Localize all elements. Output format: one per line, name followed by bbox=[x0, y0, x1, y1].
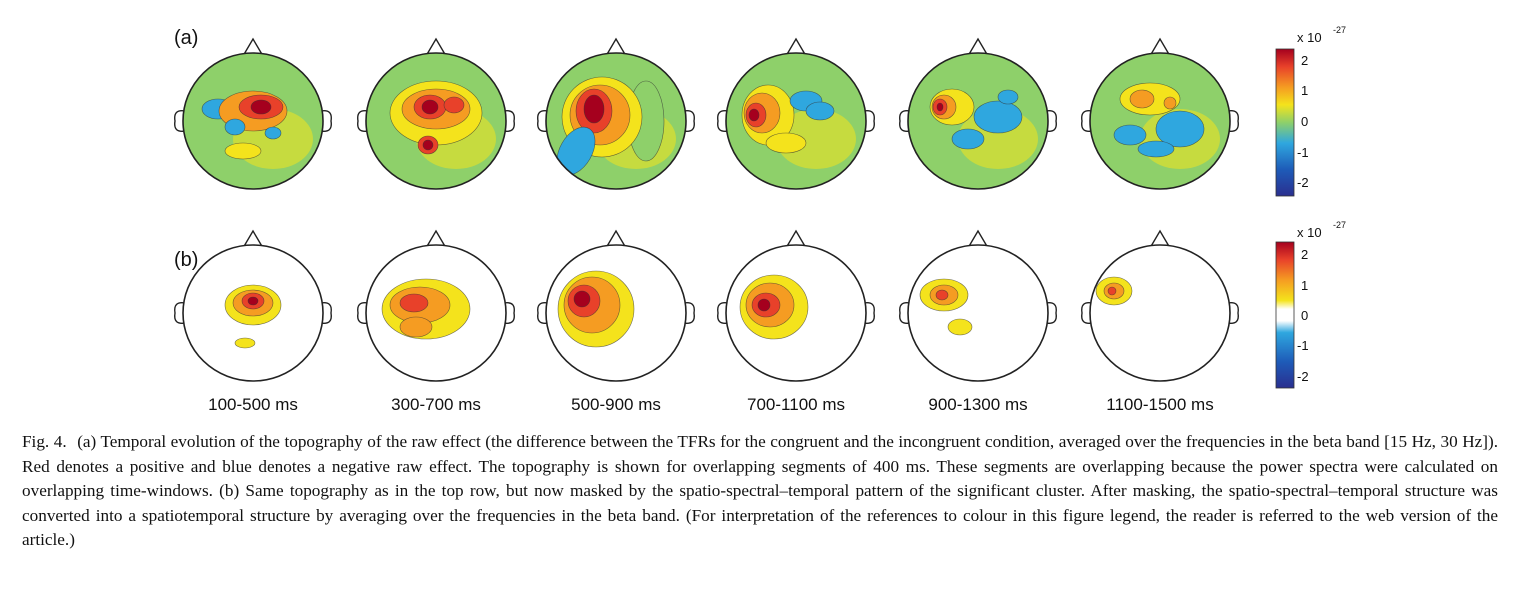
colorbar-tick: -1 bbox=[1297, 338, 1309, 353]
figure-caption-text: (a) Temporal evolution of the topography… bbox=[22, 432, 1498, 550]
panel-label-a: (a) bbox=[174, 27, 198, 49]
colorbar-tick: 1 bbox=[1301, 278, 1308, 293]
topomap-masked bbox=[537, 229, 695, 382]
topomap-raw bbox=[899, 37, 1057, 190]
time-window-label: 500-900 ms bbox=[571, 395, 661, 414]
time-window-label: 100-500 ms bbox=[208, 395, 298, 414]
topomap-raw bbox=[1081, 37, 1239, 190]
colorbar-exponent: -27 bbox=[1333, 25, 1346, 35]
colorbar-exponent: -27 bbox=[1333, 220, 1346, 230]
time-window-label: 700-1100 ms bbox=[747, 395, 845, 414]
colorbar-tick: -2 bbox=[1297, 369, 1309, 384]
colorbar-exponent-base: x 10 bbox=[1297, 225, 1322, 240]
topography-figure: (a) (b) 100-500 ms 300-700 ms 500-900 ms… bbox=[174, 25, 1346, 414]
colorbar-tick: 2 bbox=[1301, 247, 1308, 262]
time-window-labels: 100-500 ms 300-700 ms 500-900 ms 700-110… bbox=[208, 395, 1214, 414]
colorbar-tick: -2 bbox=[1297, 175, 1309, 190]
time-window-label: 900-1300 ms bbox=[928, 395, 1027, 414]
masked-effect-topography-row bbox=[174, 229, 1239, 382]
time-window-label: 300-700 ms bbox=[391, 395, 481, 414]
topomap-raw bbox=[717, 37, 875, 190]
colorbar-tick: 0 bbox=[1301, 114, 1308, 129]
time-window-label: 1100-1500 ms bbox=[1106, 395, 1213, 414]
figure-caption-label: Fig. 4. bbox=[22, 432, 67, 451]
topomap-masked bbox=[1081, 229, 1239, 382]
topomap-masked bbox=[717, 229, 875, 382]
colorbar-tick: -1 bbox=[1297, 145, 1309, 160]
colorbar-a: x 10 -27 2 1 0 -1 -2 bbox=[1275, 25, 1346, 197]
colorbar-tick: 2 bbox=[1301, 53, 1308, 68]
topomap-masked bbox=[357, 229, 515, 382]
colorbar-b: x 10 -27 2 1 0 -1 -2 bbox=[1275, 220, 1346, 389]
topomap-raw bbox=[357, 37, 515, 190]
colorbar-gradient bbox=[1275, 241, 1295, 389]
topomap-masked bbox=[899, 229, 1057, 382]
panel-label-b: (b) bbox=[174, 249, 198, 271]
raw-effect-topography-row bbox=[174, 37, 1239, 190]
figure-caption: Fig. 4. (a) Temporal evolution of the to… bbox=[22, 430, 1498, 553]
colorbar-exponent-base: x 10 bbox=[1297, 30, 1322, 45]
colorbar-tick: 1 bbox=[1301, 83, 1308, 98]
topomap-masked bbox=[174, 229, 332, 382]
topomap-raw bbox=[537, 37, 695, 190]
colorbar-gradient bbox=[1275, 48, 1295, 197]
colorbar-tick: 0 bbox=[1301, 308, 1308, 323]
topomap-raw bbox=[174, 37, 332, 190]
